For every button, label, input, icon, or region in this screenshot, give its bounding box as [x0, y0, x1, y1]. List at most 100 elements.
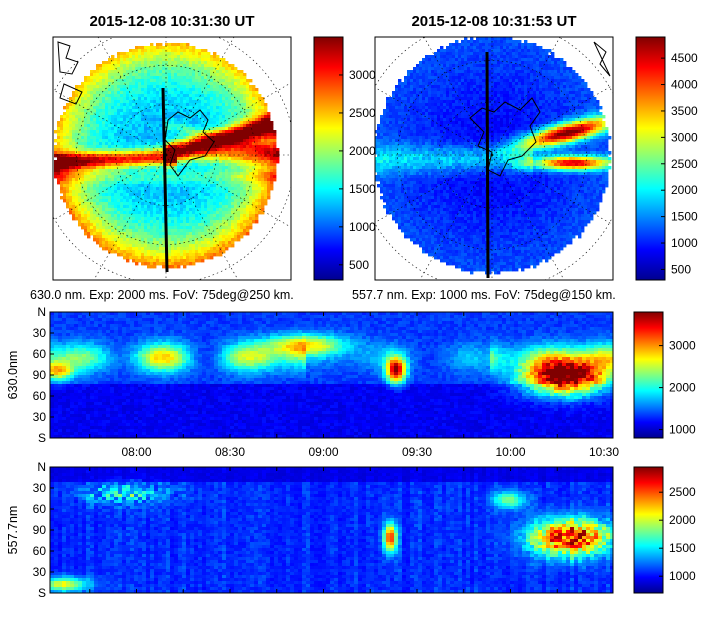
allsky-pixel: [171, 241, 175, 245]
allsky-pixel: [180, 142, 184, 146]
allsky-pixel: [153, 55, 157, 59]
allsky-pixel: [120, 178, 124, 182]
allsky-pixel: [69, 160, 73, 164]
allsky-pixel: [105, 76, 109, 80]
allsky-pixel: [111, 103, 115, 107]
allsky-pixel: [138, 82, 142, 86]
allsky-pixel: [156, 91, 160, 95]
allsky-pixel: [213, 139, 217, 143]
allsky-pixel: [84, 106, 88, 110]
allsky-pixel: [69, 151, 73, 155]
allsky-pixel: [207, 163, 211, 167]
allsky-pixel: [527, 67, 531, 71]
allsky-pixel: [162, 193, 166, 197]
allsky-pixel: [129, 223, 133, 227]
allsky-pixel: [204, 220, 208, 224]
allsky-630-title: 2015-12-08 10:31:30 UT: [89, 13, 254, 30]
allsky-pixel: [90, 232, 94, 236]
allsky-pixel: [171, 202, 175, 206]
allsky-pixel: [174, 244, 178, 248]
allsky-pixel: [72, 118, 76, 122]
allsky-pixel: [102, 217, 106, 221]
allsky-pixel: [195, 142, 199, 146]
allsky-pixel: [111, 163, 115, 167]
allsky-pixel: [261, 100, 265, 104]
allsky-pixel: [255, 88, 259, 92]
allsky-pixel: [186, 58, 190, 62]
allsky-pixel: [422, 76, 426, 80]
allsky-pixel: [111, 82, 115, 86]
allsky-pixel: [153, 79, 157, 83]
allsky-pixel: [69, 130, 73, 134]
allsky-pixel: [174, 103, 178, 107]
allsky-pixel: [204, 61, 208, 65]
allsky-pixel: [545, 64, 549, 68]
allsky-pixel: [234, 199, 238, 203]
allsky-pixel: [216, 208, 220, 212]
allsky-pixel: [455, 64, 459, 68]
allsky-pixel: [99, 142, 103, 146]
allsky-pixel: [234, 205, 238, 209]
allsky-pixel: [177, 265, 181, 269]
allsky-pixel: [213, 145, 217, 149]
allsky-pixel: [470, 58, 474, 62]
allsky-pixel: [168, 166, 172, 170]
allsky-pixel: [198, 250, 202, 254]
allsky-pixel: [171, 262, 175, 266]
allsky-pixel: [407, 76, 411, 80]
allsky-pixel: [204, 253, 208, 257]
allsky-pixel: [207, 223, 211, 227]
allsky-pixel: [135, 106, 139, 110]
allsky-pixel: [96, 145, 100, 149]
allsky-pixel: [195, 205, 199, 209]
allsky-pixel: [183, 247, 187, 251]
allsky-pixel: [237, 208, 241, 212]
allsky-pixel: [536, 70, 540, 74]
allsky-pixel: [102, 109, 106, 113]
allsky-pixel: [114, 61, 118, 65]
allsky-pixel: [449, 46, 453, 50]
allsky-pixel: [138, 235, 142, 239]
allsky-pixel: [147, 178, 151, 182]
allsky-pixel: [111, 124, 115, 128]
allsky-pixel: [216, 253, 220, 257]
allsky-pixel: [494, 43, 498, 47]
allsky-pixel: [180, 166, 184, 170]
allsky-pixel: [186, 202, 190, 206]
allsky-pixel: [479, 49, 483, 53]
allsky-pixel: [156, 244, 160, 248]
allsky-pixel: [186, 148, 190, 152]
allsky-pixel: [204, 91, 208, 95]
allsky-pixel: [120, 169, 124, 173]
allsky-pixel: [213, 223, 217, 227]
allsky-pixel: [252, 163, 256, 167]
allsky-pixel: [536, 76, 540, 80]
allsky-pixel: [129, 229, 133, 233]
allsky-pixel: [213, 253, 217, 257]
allsky-pixel: [258, 202, 262, 206]
allsky-pixel: [144, 235, 148, 239]
allsky-pixel: [201, 208, 205, 212]
allsky-pixel: [66, 202, 70, 206]
allsky-pixel: [195, 130, 199, 134]
allsky-pixel: [150, 106, 154, 110]
allsky-pixel: [129, 100, 133, 104]
allsky-pixel: [243, 196, 247, 200]
allsky-pixel: [246, 139, 250, 143]
allsky-pixel: [431, 67, 435, 71]
allsky-pixel: [255, 139, 259, 143]
allsky-pixel: [162, 73, 166, 77]
allsky-pixel: [210, 184, 214, 188]
allsky-pixel: [177, 175, 181, 179]
allsky-pixel: [156, 196, 160, 200]
allsky-pixel: [162, 202, 166, 206]
allsky-pixel: [84, 223, 88, 227]
allsky-pixel: [243, 205, 247, 209]
allsky-pixel: [195, 226, 199, 230]
allsky-pixel: [138, 106, 142, 110]
allsky-pixel: [141, 232, 145, 236]
allsky-pixel: [57, 127, 61, 131]
allsky-pixel: [183, 52, 187, 56]
allsky-pixel: [147, 52, 151, 56]
allsky-pixel: [117, 91, 121, 95]
